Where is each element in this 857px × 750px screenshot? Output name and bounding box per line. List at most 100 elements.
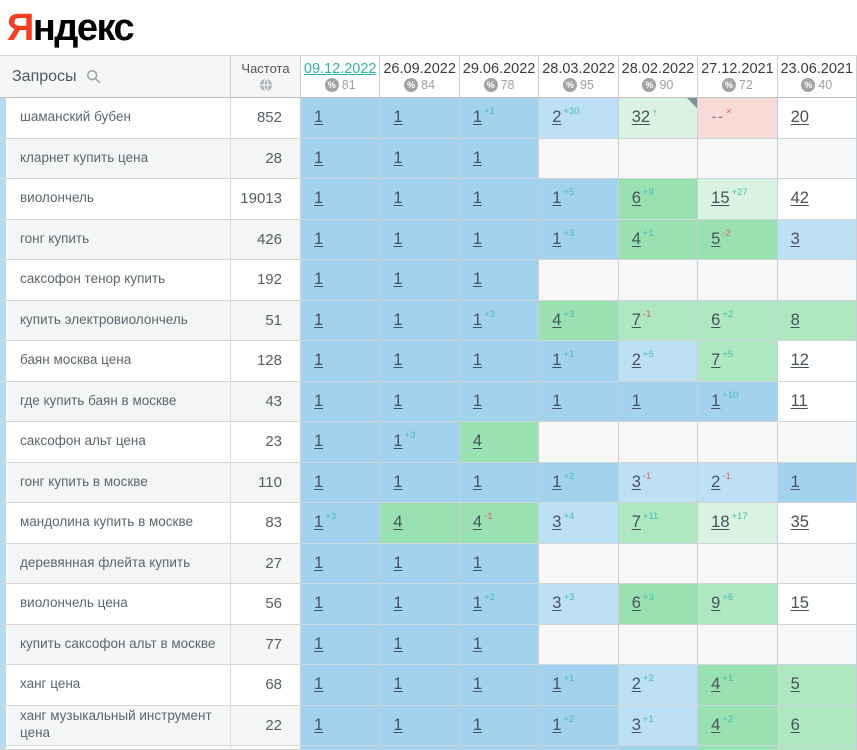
- position-value[interactable]: 1: [393, 108, 403, 127]
- position-cell[interactable]: 20: [777, 98, 857, 139]
- position-cell[interactable]: 1 +2: [539, 462, 619, 503]
- position-value[interactable]: 1: [314, 270, 324, 289]
- position-cell[interactable]: 1 +3: [459, 300, 540, 341]
- position-value[interactable]: 1: [314, 189, 324, 208]
- query-cell[interactable]: гонг купить в москве: [0, 462, 231, 503]
- position-cell[interactable]: 1: [459, 341, 540, 382]
- position-cell[interactable]: 42: [777, 179, 857, 220]
- position-value[interactable]: 1: [393, 675, 403, 694]
- position-value[interactable]: 18: [711, 513, 730, 532]
- position-cell[interactable]: 1: [380, 624, 460, 665]
- query-cell[interactable]: ханг цена: [0, 665, 231, 706]
- position-cell[interactable]: 1 +5: [539, 179, 619, 220]
- position-cell[interactable]: 1: [459, 219, 540, 260]
- position-cell[interactable]: 1: [301, 179, 381, 220]
- position-value[interactable]: 2: [631, 351, 641, 370]
- query-cell[interactable]: саксофон тенор купить: [0, 260, 231, 301]
- position-value[interactable]: 2: [631, 675, 641, 694]
- position-cell[interactable]: 1: [301, 98, 381, 139]
- position-value[interactable]: 5: [790, 675, 800, 694]
- position-cell[interactable]: 2 +5: [618, 341, 699, 382]
- position-value[interactable]: 15: [711, 189, 730, 208]
- position-cell[interactable]: 35: [777, 503, 857, 544]
- position-cell[interactable]: 1 +1: [539, 665, 619, 706]
- query-cell[interactable]: гонг купить: [0, 219, 231, 260]
- position-cell[interactable]: 1: [459, 260, 540, 301]
- position-cell[interactable]: 1: [380, 300, 460, 341]
- position-value[interactable]: 1: [393, 189, 403, 208]
- position-cell[interactable]: 1: [301, 300, 381, 341]
- position-value[interactable]: 12: [790, 351, 809, 370]
- query-cell[interactable]: мандолина купить в москве: [0, 503, 231, 544]
- position-cell[interactable]: 2 +30: [539, 98, 619, 139]
- query-cell[interactable]: купить электровиолончель: [0, 300, 231, 341]
- date-column-header[interactable]: 26.09.2022% 84: [380, 56, 460, 98]
- position-value[interactable]: 1: [393, 270, 403, 289]
- position-value[interactable]: 1: [314, 513, 324, 532]
- position-value[interactable]: 1: [472, 310, 483, 329]
- position-value[interactable]: 1: [314, 351, 324, 370]
- position-value[interactable]: 35: [790, 513, 809, 532]
- position-cell[interactable]: 1 +1: [459, 98, 540, 139]
- position-value[interactable]: 3: [631, 715, 641, 734]
- position-cell[interactable]: -- ×: [698, 98, 778, 139]
- position-cell[interactable]: 1: [380, 665, 460, 706]
- position-cell[interactable]: 1: [301, 219, 381, 260]
- position-cell[interactable]: 1: [380, 219, 460, 260]
- position-cell[interactable]: 1: [301, 705, 381, 746]
- position-cell[interactable]: 1 +3: [539, 219, 619, 260]
- position-value[interactable]: 1: [314, 634, 324, 653]
- position-value[interactable]: 1: [472, 634, 483, 653]
- position-cell[interactable]: 4 +3: [539, 300, 619, 341]
- position-cell[interactable]: 4: [459, 422, 540, 463]
- position-value[interactable]: 1: [552, 351, 562, 370]
- position-value[interactable]: 1: [314, 229, 324, 248]
- position-cell[interactable]: 1: [301, 584, 381, 625]
- position-value[interactable]: 1: [552, 391, 562, 410]
- position-cell[interactable]: 1: [380, 543, 460, 584]
- query-cell[interactable]: баян москва цена: [0, 341, 231, 382]
- position-value[interactable]: 1: [552, 229, 562, 248]
- position-value[interactable]: 1: [552, 189, 562, 208]
- position-cell[interactable]: 4 +1: [618, 219, 699, 260]
- position-value[interactable]: 5: [711, 229, 721, 248]
- position-cell[interactable]: 3 -1: [618, 462, 699, 503]
- position-value[interactable]: 6: [631, 189, 641, 208]
- position-cell[interactable]: 1: [301, 665, 381, 706]
- position-value[interactable]: 4: [711, 675, 721, 694]
- position-value[interactable]: 8: [790, 310, 800, 329]
- position-cell[interactable]: 1 +10: [698, 381, 778, 422]
- position-value[interactable]: 1: [314, 148, 324, 167]
- date-label[interactable]: 09.12.2022: [303, 61, 377, 77]
- position-cell[interactable]: 15 +27: [698, 179, 778, 220]
- position-cell[interactable]: 4: [380, 503, 460, 544]
- position-cell[interactable]: 1 +3: [380, 422, 460, 463]
- position-cell[interactable]: 1: [301, 260, 381, 301]
- position-cell[interactable]: 1: [380, 462, 460, 503]
- position-value[interactable]: 2: [552, 108, 562, 127]
- position-value[interactable]: 1: [393, 351, 403, 370]
- query-cell[interactable]: виолончель: [0, 179, 231, 220]
- position-cell[interactable]: 1: [380, 179, 460, 220]
- position-value[interactable]: 20: [790, 108, 809, 127]
- query-cell[interactable]: ханг музыкальный инструмент цена: [0, 705, 231, 746]
- position-cell[interactable]: 1: [301, 543, 381, 584]
- position-cell[interactable]: 1: [301, 422, 381, 463]
- position-cell[interactable]: 1: [380, 341, 460, 382]
- position-cell[interactable]: 12: [777, 341, 857, 382]
- position-cell[interactable]: 1: [380, 98, 460, 139]
- position-value[interactable]: 9: [711, 594, 721, 613]
- position-cell[interactable]: 15: [777, 584, 857, 625]
- position-cell[interactable]: 1 +1: [539, 341, 619, 382]
- position-value[interactable]: 1: [472, 675, 483, 694]
- position-value[interactable]: 1: [472, 594, 483, 613]
- position-value[interactable]: 4: [472, 513, 483, 532]
- position-cell[interactable]: 2 +2: [618, 665, 699, 706]
- position-value[interactable]: 2: [711, 472, 721, 491]
- position-cell[interactable]: 1 +3: [301, 503, 381, 544]
- position-cell[interactable]: 18 +17: [698, 503, 778, 544]
- date-label[interactable]: 28.03.2022: [542, 61, 615, 77]
- query-cell[interactable]: шаманский бубен: [0, 98, 231, 139]
- position-value[interactable]: 1: [472, 108, 483, 127]
- position-value[interactable]: 1: [393, 634, 403, 653]
